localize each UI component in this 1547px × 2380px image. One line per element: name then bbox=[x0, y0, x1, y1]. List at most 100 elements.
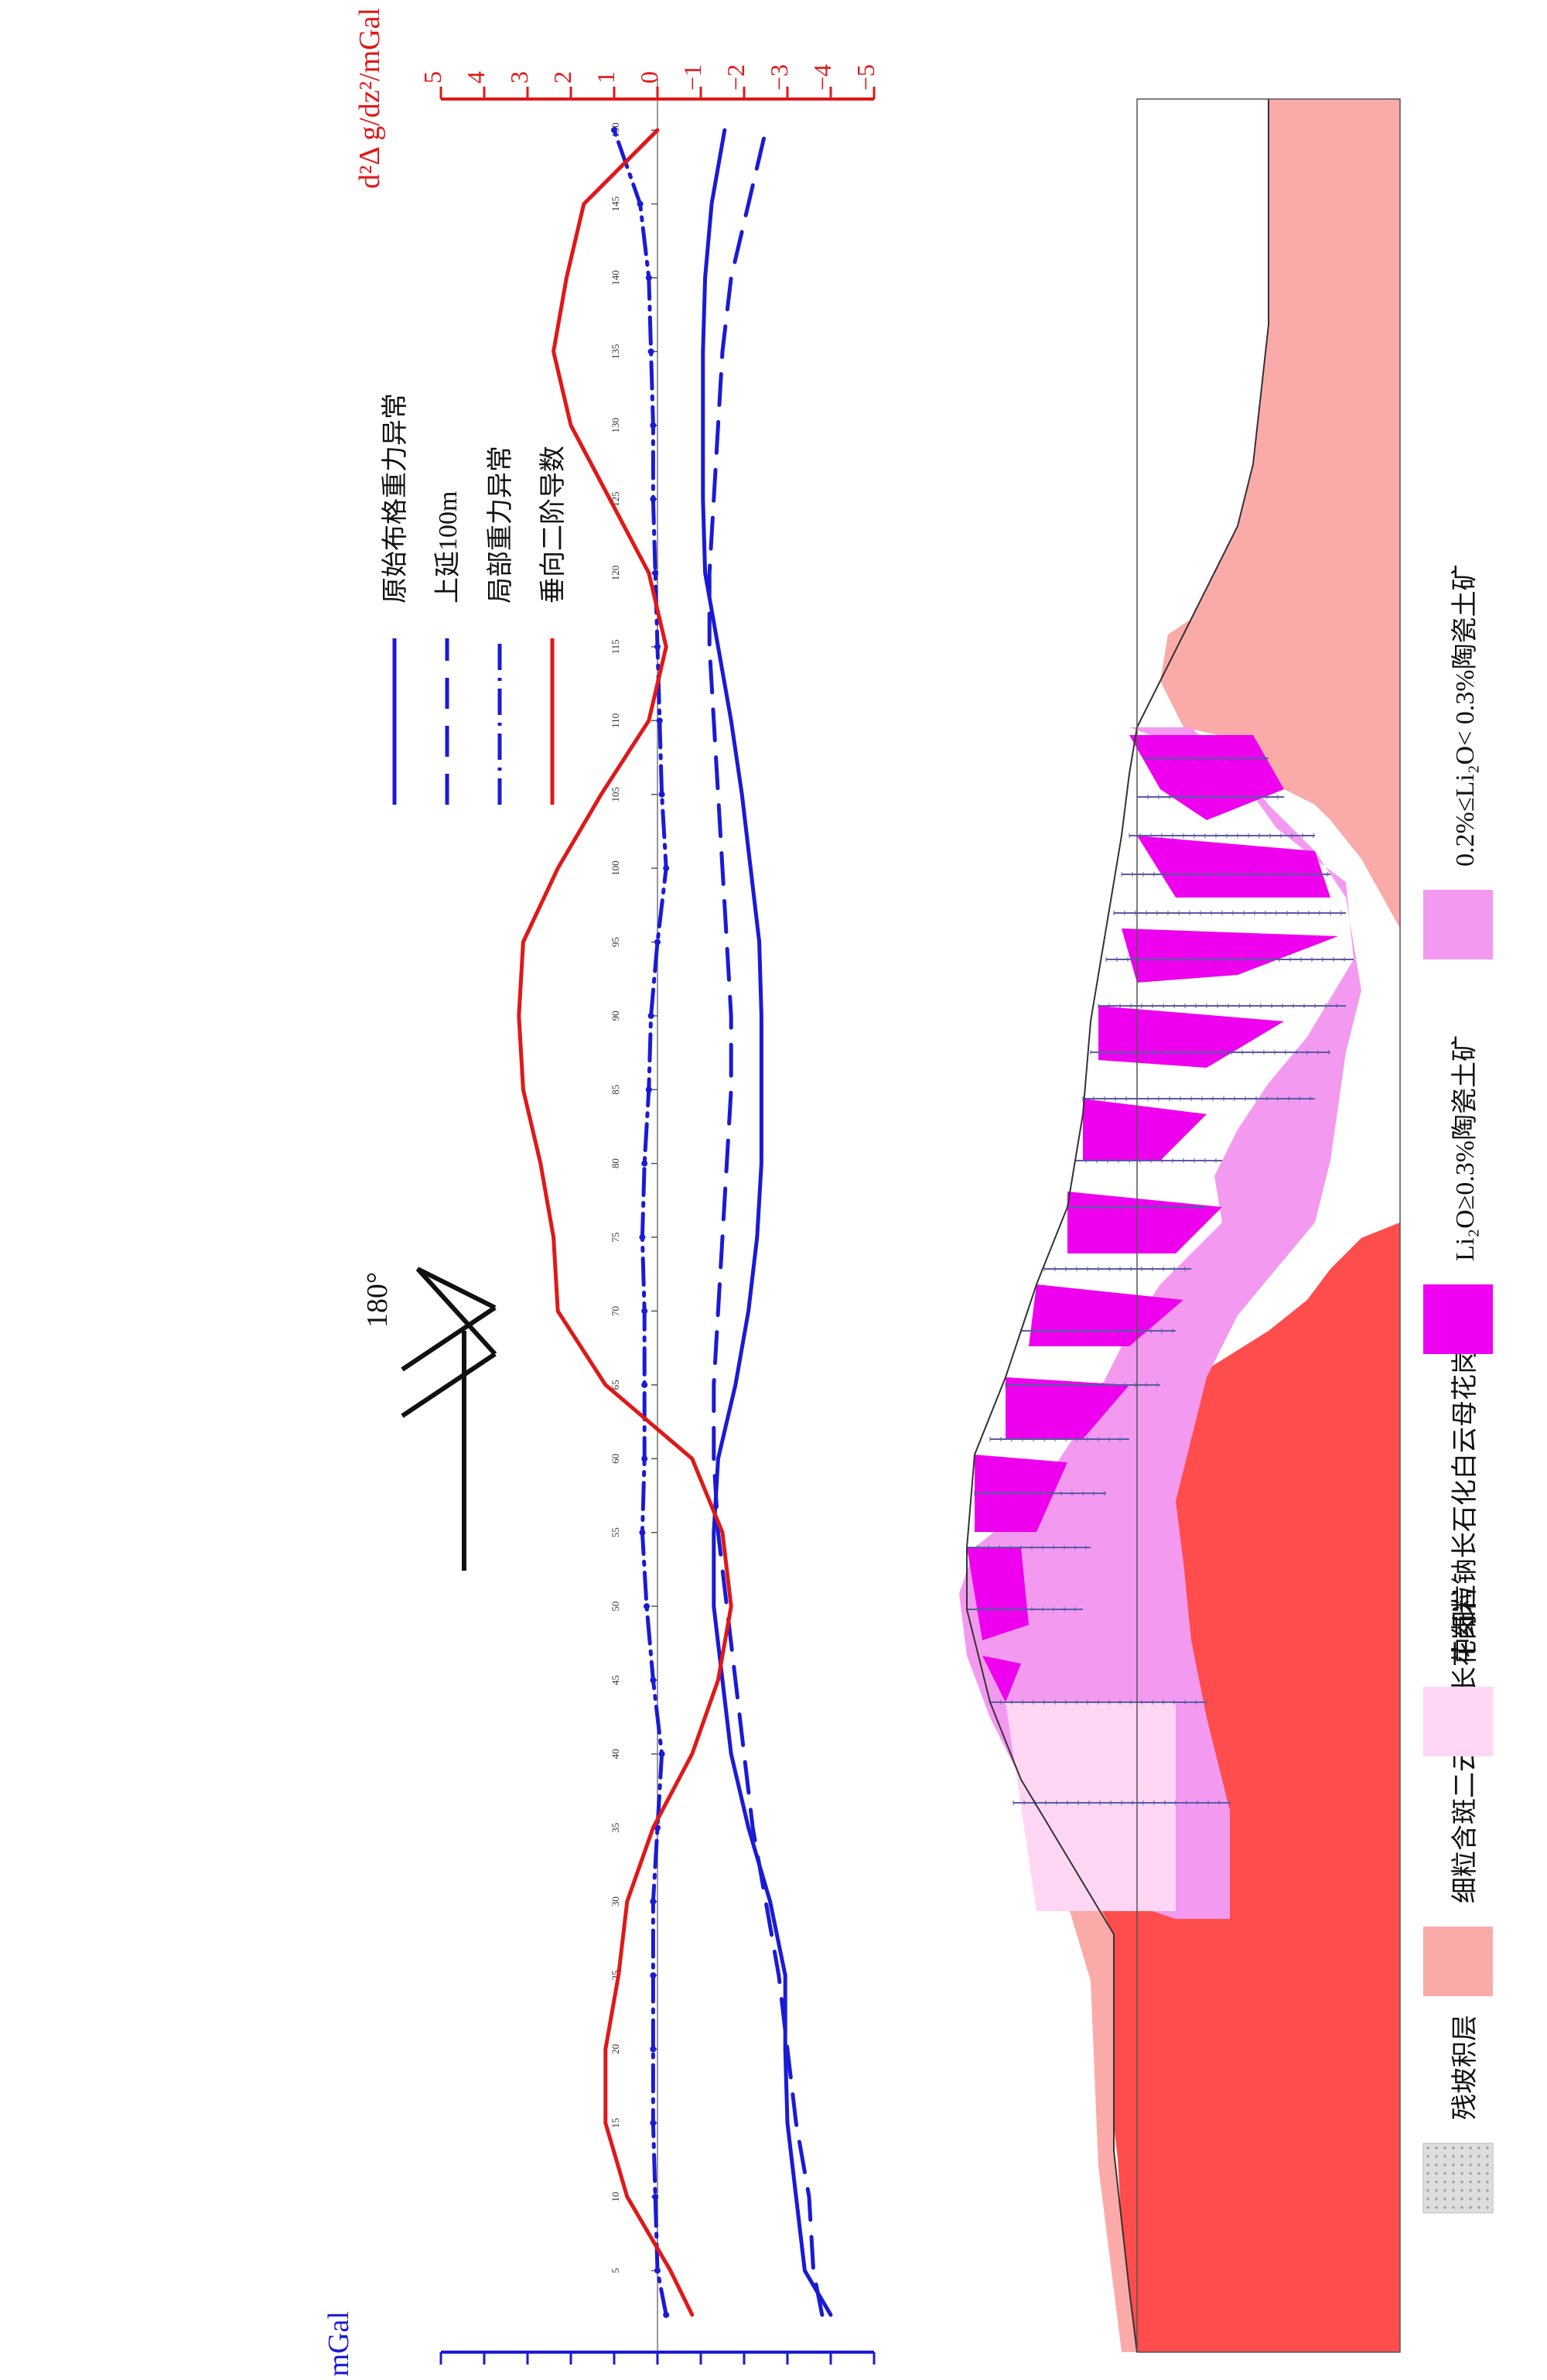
series-point bbox=[646, 275, 652, 281]
x-tick-label: 40 bbox=[610, 1749, 621, 1759]
series-point bbox=[654, 644, 661, 650]
legend-line-item: 上延100m bbox=[434, 491, 463, 805]
legend-unit-dot bbox=[1443, 2189, 1446, 2191]
x-tick-label: 10 bbox=[610, 2192, 621, 2202]
legend-unit-dot bbox=[1469, 2189, 1471, 2191]
series-point bbox=[650, 422, 656, 429]
legend-unit-dot bbox=[1486, 2197, 1488, 2200]
x-tick-label: 60 bbox=[610, 1454, 621, 1464]
x-tick-label: 70 bbox=[610, 1306, 621, 1316]
legend-unit-swatch bbox=[1423, 1284, 1493, 1354]
x-tick-label: 105 bbox=[610, 787, 621, 802]
x-tick-label: 90 bbox=[610, 1010, 621, 1021]
legend-unit-dot bbox=[1452, 2163, 1454, 2166]
series-point bbox=[650, 1677, 656, 1683]
legend-unit-dot bbox=[1469, 2155, 1471, 2157]
legend-unit-dot bbox=[1477, 2146, 1480, 2149]
series-point bbox=[641, 1455, 647, 1462]
legend-unit-item: Li₂O≥0.3%陶瓷土矿 bbox=[1423, 1035, 1493, 1354]
x-tick-label: 140 bbox=[610, 270, 621, 286]
legend-unit-dot bbox=[1477, 2206, 1480, 2208]
y-axis-right-tick-label: −3 bbox=[765, 64, 793, 91]
legend-unit-dot bbox=[1477, 2197, 1480, 2200]
x-tick-label: 85 bbox=[610, 1085, 621, 1095]
series-point bbox=[648, 348, 654, 354]
x-tick-label: 45 bbox=[610, 1675, 621, 1685]
legend-unit-swatch bbox=[1423, 1687, 1493, 1756]
legend-unit-dot bbox=[1469, 2172, 1471, 2174]
y-axis-right-tick-label: −2 bbox=[722, 64, 750, 91]
legend-unit-dot bbox=[1460, 2206, 1463, 2208]
legend-unit-dot bbox=[1435, 2172, 1437, 2174]
legend-line-item: 局部重力异常 bbox=[486, 446, 515, 805]
legend-unit-dot bbox=[1443, 2172, 1446, 2174]
series-point bbox=[641, 1308, 647, 1314]
series-point bbox=[659, 1751, 665, 1757]
legend-unit-dot bbox=[1426, 2180, 1429, 2183]
legend-line-label: 局部重力异常 bbox=[486, 446, 515, 604]
series-point bbox=[654, 939, 661, 946]
series-point bbox=[641, 1161, 647, 1167]
y-axis-right-tick-label: 3 bbox=[505, 71, 533, 84]
legend-line-label: 垂向二阶导数 bbox=[538, 446, 568, 604]
series-point bbox=[663, 865, 669, 871]
x-tick-label: 80 bbox=[610, 1158, 621, 1168]
y-axis-right-tick-label: −4 bbox=[808, 64, 836, 91]
legend-unit-dot bbox=[1460, 2146, 1463, 2149]
series-point bbox=[611, 127, 617, 133]
legend-unit-dot bbox=[1469, 2146, 1471, 2149]
gravity-profile-chart: 5101520253035404550556065707580859095100… bbox=[323, 8, 879, 2376]
legend-unit-label: 中细粒钠长石化白云母花岗岩 bbox=[1450, 1322, 1480, 1664]
legend-unit-dot bbox=[1435, 2206, 1437, 2208]
x-tick-label: 75 bbox=[610, 1233, 621, 1243]
legend-unit-dot bbox=[1452, 2172, 1454, 2174]
series-point bbox=[648, 1013, 654, 1019]
legend-unit-dot bbox=[1452, 2206, 1454, 2208]
series-point bbox=[657, 717, 663, 723]
legend-unit-dot bbox=[1452, 2180, 1454, 2183]
legend-unit-dot bbox=[1435, 2197, 1437, 2200]
x-tick-label: 55 bbox=[610, 1527, 621, 1537]
series-point bbox=[652, 570, 658, 576]
legend-unit-dot bbox=[1452, 2146, 1454, 2149]
legend-unit-dot bbox=[1443, 2155, 1446, 2157]
series-line-3 bbox=[614, 130, 666, 2315]
legend-unit-dot bbox=[1443, 2163, 1446, 2166]
legend-unit-dot bbox=[1452, 2197, 1454, 2200]
series-point bbox=[659, 792, 665, 798]
legend-unit-dot bbox=[1443, 2206, 1446, 2208]
series-point bbox=[650, 2046, 656, 2052]
x-tick-label: 115 bbox=[610, 639, 621, 654]
legend-unit-item: 0.2%≤Li₂O< 0.3%陶瓷土矿 bbox=[1423, 564, 1493, 959]
y-axis-right-tick-label: 0 bbox=[635, 71, 663, 84]
x-tick-label: 50 bbox=[610, 1602, 621, 1612]
legend-unit-dot bbox=[1435, 2155, 1437, 2157]
x-tick-label: 135 bbox=[610, 344, 621, 360]
legend-unit-dot bbox=[1460, 2172, 1463, 2174]
legend-unit-label: Li₂O≥0.3%陶瓷土矿 bbox=[1450, 1035, 1480, 1261]
legend-unit-dot bbox=[1477, 2155, 1480, 2157]
white-mica-granite-band bbox=[1006, 1702, 1176, 1911]
ore-high-lens bbox=[1122, 928, 1338, 983]
series-point bbox=[650, 496, 656, 502]
series-point bbox=[644, 1603, 650, 1609]
legend-unit-dot bbox=[1452, 2189, 1454, 2191]
legend-unit-dot bbox=[1460, 2163, 1463, 2166]
legend-unit-dot bbox=[1426, 2146, 1429, 2149]
line-legend: 原始布格重力异常上延100m 局部重力异常垂向二阶导数 bbox=[381, 393, 568, 805]
legend-unit-dot bbox=[1435, 2180, 1437, 2183]
x-tick-label: 120 bbox=[610, 566, 621, 581]
legend-line-label: 原始布格重力异常 bbox=[381, 393, 410, 604]
series-point bbox=[639, 1530, 645, 1536]
legend-unit-item: 残坡积层 bbox=[1423, 2015, 1493, 2213]
y-axis-right-label: d²Δ g/dz²/mGal bbox=[353, 8, 386, 189]
series-point bbox=[650, 1972, 656, 1978]
legend-unit-dot bbox=[1486, 2189, 1488, 2191]
legend-unit-dot bbox=[1460, 2189, 1463, 2191]
compass: 180° bbox=[361, 1269, 495, 1571]
unit-legend: 残坡积层细粒含斑二云母二长花岗岩中细粒钠长石化白云母花岗岩Li₂O≥0.3%陶瓷… bbox=[1423, 564, 1493, 2213]
series-point bbox=[650, 1899, 656, 1905]
